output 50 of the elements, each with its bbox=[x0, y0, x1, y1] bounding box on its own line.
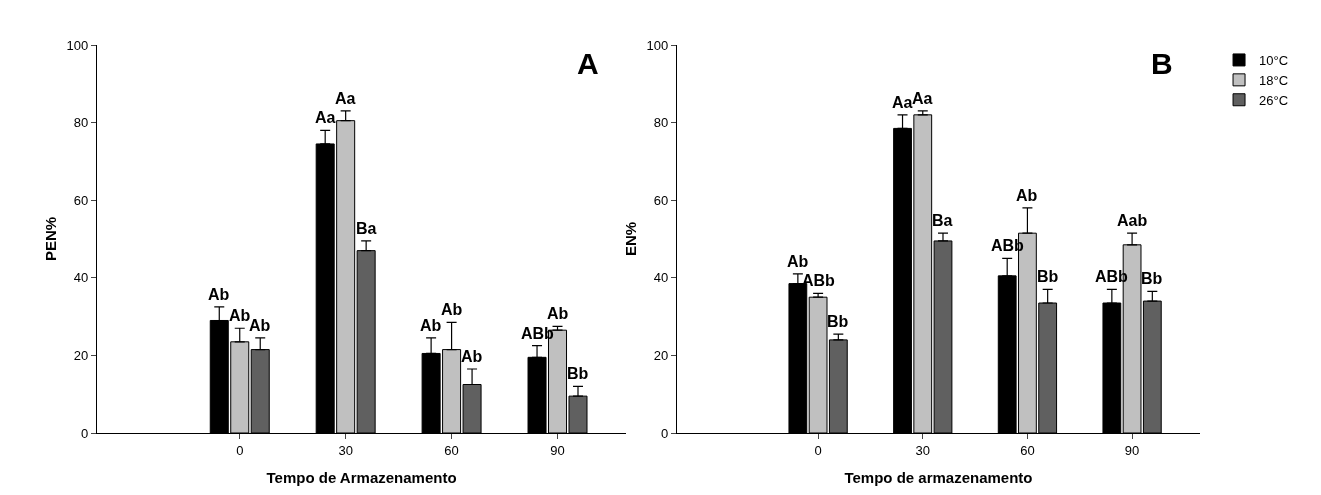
data-label: Ba bbox=[356, 220, 377, 237]
y-tick-label: 60 bbox=[653, 192, 669, 208]
y-tick-label: 20 bbox=[73, 347, 89, 363]
data-label: Aa bbox=[912, 90, 933, 107]
y-tick-label: 100 bbox=[646, 37, 669, 53]
x-tick-label: 90 bbox=[550, 442, 565, 458]
legend-label: 26°C bbox=[1259, 92, 1289, 108]
data-label: Ab bbox=[1016, 187, 1038, 204]
x-tick-label: 60 bbox=[444, 442, 459, 458]
y-axis-title: PEN% bbox=[41, 216, 59, 262]
y-tick-label: 40 bbox=[73, 270, 89, 286]
x-tick-label: 90 bbox=[1124, 442, 1140, 458]
x-tick-label: 30 bbox=[338, 442, 353, 458]
y-tick-label: 80 bbox=[653, 115, 669, 131]
y-tick-label: 20 bbox=[653, 347, 669, 363]
data-label: Ab bbox=[420, 317, 442, 334]
x-tick-label: 30 bbox=[915, 442, 930, 458]
data-label: Bb bbox=[827, 313, 849, 330]
data-label: ABb bbox=[802, 272, 836, 289]
x-tick-label: 0 bbox=[236, 442, 244, 458]
x-axis-title: Tempo de armazenamento bbox=[844, 468, 1033, 486]
data-label: Bb bbox=[567, 365, 589, 382]
y-tick-label: 0 bbox=[660, 425, 669, 441]
data-label: Ba bbox=[932, 212, 953, 229]
y-tick-label: 100 bbox=[66, 37, 89, 53]
data-label: Aa bbox=[315, 109, 336, 126]
data-label: Ab bbox=[787, 253, 809, 270]
data-label: Ab bbox=[547, 305, 569, 322]
data-label: Ab bbox=[249, 317, 271, 334]
y-tick-label: 60 bbox=[73, 192, 89, 208]
data-label: Ab bbox=[208, 286, 230, 303]
data-label: Aab bbox=[1117, 212, 1148, 229]
y-tick-label: 40 bbox=[653, 270, 669, 286]
legend-label: 18°C bbox=[1259, 72, 1289, 88]
data-label: Aa bbox=[892, 94, 913, 111]
annotation: A bbox=[577, 47, 599, 80]
data-label: Bb bbox=[1037, 268, 1059, 285]
y-tick-label: 80 bbox=[73, 115, 89, 131]
x-axis-title: Tempo de Armazenamento bbox=[266, 468, 457, 486]
data-label: Aa bbox=[335, 90, 356, 107]
x-tick-label: 0 bbox=[814, 442, 822, 458]
data-label: Ab bbox=[461, 348, 483, 365]
y-tick-label: 0 bbox=[80, 425, 89, 441]
y-axis-title: EN% bbox=[621, 221, 639, 257]
legend-label: 10°C bbox=[1259, 53, 1289, 69]
data-label: Ab bbox=[229, 307, 251, 324]
annotation: B bbox=[1151, 47, 1173, 80]
data-label: Ab bbox=[441, 301, 463, 318]
x-tick-label: 60 bbox=[1020, 442, 1035, 458]
data-label: Bb bbox=[1141, 270, 1163, 287]
